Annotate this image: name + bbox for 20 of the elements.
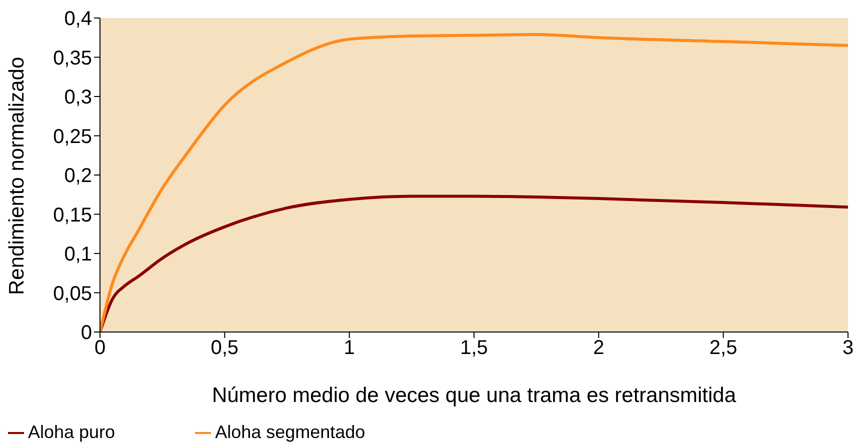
y-tick-label: 0,4 xyxy=(64,8,92,30)
y-tick-label: 0,15 xyxy=(53,204,92,226)
y-tick-label: 0 xyxy=(80,322,92,344)
y-tick-label: 0,2 xyxy=(64,165,92,188)
x-tick-label: 1,5 xyxy=(460,337,488,360)
x-axis-title: Número medio de veces que una trama es retransmitida xyxy=(212,384,736,407)
y-tick-label: 0,35 xyxy=(53,47,92,70)
x-tick-label: 0,5 xyxy=(210,337,239,360)
x-tick-label: 0 xyxy=(94,337,106,360)
y-tick-label: 0,25 xyxy=(53,126,92,148)
legend-label: Aloha segmentado xyxy=(215,422,366,442)
y-tick-label: 0,1 xyxy=(64,244,92,266)
y-tick-label: 0,05 xyxy=(53,282,92,305)
x-tick-label: 2,5 xyxy=(709,337,738,360)
y-axis-title: Rendimiento normalizado xyxy=(5,56,28,295)
y-tick-label: 0,3 xyxy=(64,86,92,109)
legend-label: Aloha puro xyxy=(28,422,116,442)
x-tick-label: 3 xyxy=(842,337,854,360)
x-tick-label: 1 xyxy=(344,337,355,360)
x-tick-label: 2 xyxy=(593,337,604,360)
